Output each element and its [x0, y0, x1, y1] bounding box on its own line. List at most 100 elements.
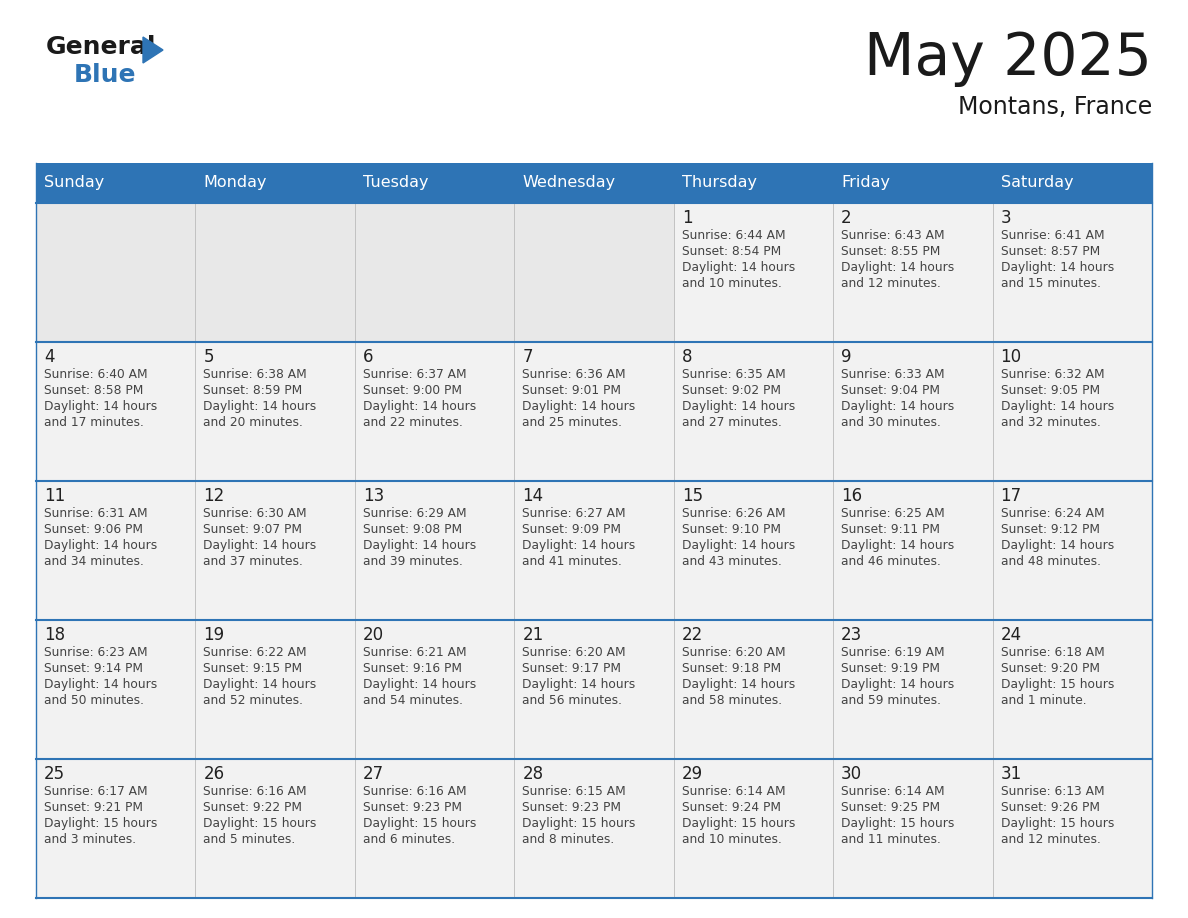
Text: 22: 22: [682, 626, 703, 644]
Text: Sunrise: 6:19 AM: Sunrise: 6:19 AM: [841, 646, 944, 659]
Text: Sunrise: 6:32 AM: Sunrise: 6:32 AM: [1000, 368, 1104, 381]
Bar: [514, 759, 674, 898]
Text: 13: 13: [362, 487, 384, 505]
Text: Daylight: 14 hours: Daylight: 14 hours: [523, 539, 636, 552]
Bar: [514, 481, 674, 620]
Text: Daylight: 14 hours: Daylight: 14 hours: [203, 539, 317, 552]
Text: and 48 minutes.: and 48 minutes.: [1000, 555, 1100, 568]
Text: 12: 12: [203, 487, 225, 505]
Bar: [833, 203, 992, 342]
Text: Daylight: 14 hours: Daylight: 14 hours: [1000, 261, 1114, 274]
Text: Sunset: 8:59 PM: Sunset: 8:59 PM: [203, 384, 303, 397]
Text: 25: 25: [44, 765, 65, 783]
Text: and 32 minutes.: and 32 minutes.: [1000, 416, 1100, 429]
Text: Sunset: 9:19 PM: Sunset: 9:19 PM: [841, 662, 940, 675]
Text: Daylight: 15 hours: Daylight: 15 hours: [44, 817, 157, 830]
Text: Daylight: 14 hours: Daylight: 14 hours: [682, 539, 795, 552]
Text: 11: 11: [44, 487, 65, 505]
Text: Sunrise: 6:17 AM: Sunrise: 6:17 AM: [44, 785, 147, 798]
Text: 20: 20: [362, 626, 384, 644]
Bar: [992, 342, 1152, 481]
Bar: [36, 481, 196, 620]
Text: Sunset: 9:06 PM: Sunset: 9:06 PM: [44, 523, 143, 536]
Text: 29: 29: [682, 765, 703, 783]
Text: Sunrise: 6:16 AM: Sunrise: 6:16 AM: [203, 785, 307, 798]
Bar: [355, 342, 514, 481]
Text: Sunrise: 6:36 AM: Sunrise: 6:36 AM: [523, 368, 626, 381]
Text: Sunset: 9:02 PM: Sunset: 9:02 PM: [682, 384, 781, 397]
Text: Sunrise: 6:41 AM: Sunrise: 6:41 AM: [1000, 229, 1104, 242]
Text: Daylight: 14 hours: Daylight: 14 hours: [841, 261, 954, 274]
Text: Sunset: 9:04 PM: Sunset: 9:04 PM: [841, 384, 940, 397]
Text: Sunset: 9:05 PM: Sunset: 9:05 PM: [1000, 384, 1100, 397]
Text: Sunset: 9:23 PM: Sunset: 9:23 PM: [362, 801, 462, 814]
Text: Daylight: 14 hours: Daylight: 14 hours: [841, 400, 954, 413]
Text: Sunrise: 6:14 AM: Sunrise: 6:14 AM: [682, 785, 785, 798]
Text: Daylight: 15 hours: Daylight: 15 hours: [682, 817, 795, 830]
Text: and 58 minutes.: and 58 minutes.: [682, 694, 782, 707]
Text: 1: 1: [682, 209, 693, 227]
Text: Sunset: 9:00 PM: Sunset: 9:00 PM: [362, 384, 462, 397]
Text: and 43 minutes.: and 43 minutes.: [682, 555, 782, 568]
Text: Daylight: 14 hours: Daylight: 14 hours: [362, 539, 476, 552]
Bar: [355, 481, 514, 620]
Bar: [833, 342, 992, 481]
Text: Sunset: 8:57 PM: Sunset: 8:57 PM: [1000, 245, 1100, 258]
Text: Sunrise: 6:35 AM: Sunrise: 6:35 AM: [682, 368, 785, 381]
Text: Sunset: 9:08 PM: Sunset: 9:08 PM: [362, 523, 462, 536]
Text: Sunrise: 6:38 AM: Sunrise: 6:38 AM: [203, 368, 308, 381]
Text: 27: 27: [362, 765, 384, 783]
Text: Sunset: 9:17 PM: Sunset: 9:17 PM: [523, 662, 621, 675]
Text: Sunrise: 6:16 AM: Sunrise: 6:16 AM: [362, 785, 467, 798]
Text: and 22 minutes.: and 22 minutes.: [362, 416, 463, 429]
Text: and 12 minutes.: and 12 minutes.: [841, 277, 941, 290]
Text: Sunset: 9:20 PM: Sunset: 9:20 PM: [1000, 662, 1100, 675]
Text: Sunrise: 6:26 AM: Sunrise: 6:26 AM: [682, 507, 785, 520]
Text: Sunrise: 6:30 AM: Sunrise: 6:30 AM: [203, 507, 307, 520]
Text: and 10 minutes.: and 10 minutes.: [682, 833, 782, 846]
Text: Daylight: 14 hours: Daylight: 14 hours: [682, 678, 795, 691]
Text: 10: 10: [1000, 348, 1022, 366]
Text: Daylight: 14 hours: Daylight: 14 hours: [44, 539, 157, 552]
Text: General: General: [46, 35, 157, 59]
Bar: [992, 481, 1152, 620]
Text: Daylight: 15 hours: Daylight: 15 hours: [1000, 678, 1114, 691]
Text: Daylight: 15 hours: Daylight: 15 hours: [523, 817, 636, 830]
Text: Daylight: 14 hours: Daylight: 14 hours: [1000, 400, 1114, 413]
Text: Sunset: 9:16 PM: Sunset: 9:16 PM: [362, 662, 462, 675]
Text: Daylight: 14 hours: Daylight: 14 hours: [362, 400, 476, 413]
Text: 24: 24: [1000, 626, 1022, 644]
Text: Daylight: 14 hours: Daylight: 14 hours: [1000, 539, 1114, 552]
Text: Sunset: 8:55 PM: Sunset: 8:55 PM: [841, 245, 941, 258]
Text: and 25 minutes.: and 25 minutes.: [523, 416, 623, 429]
Bar: [36, 759, 196, 898]
Text: Sunrise: 6:29 AM: Sunrise: 6:29 AM: [362, 507, 467, 520]
Text: Daylight: 14 hours: Daylight: 14 hours: [203, 400, 317, 413]
Bar: [674, 342, 833, 481]
Text: Thursday: Thursday: [682, 175, 757, 191]
Text: Saturday: Saturday: [1000, 175, 1073, 191]
Text: Sunrise: 6:14 AM: Sunrise: 6:14 AM: [841, 785, 944, 798]
Text: Daylight: 15 hours: Daylight: 15 hours: [203, 817, 317, 830]
Text: Sunset: 9:09 PM: Sunset: 9:09 PM: [523, 523, 621, 536]
Bar: [674, 481, 833, 620]
Text: Blue: Blue: [74, 63, 137, 87]
Text: Daylight: 14 hours: Daylight: 14 hours: [203, 678, 317, 691]
Text: 26: 26: [203, 765, 225, 783]
Text: and 20 minutes.: and 20 minutes.: [203, 416, 303, 429]
Text: Sunrise: 6:22 AM: Sunrise: 6:22 AM: [203, 646, 307, 659]
Text: 3: 3: [1000, 209, 1011, 227]
Text: Sunrise: 6:44 AM: Sunrise: 6:44 AM: [682, 229, 785, 242]
Text: 16: 16: [841, 487, 862, 505]
Text: Sunset: 9:18 PM: Sunset: 9:18 PM: [682, 662, 781, 675]
Text: and 30 minutes.: and 30 minutes.: [841, 416, 941, 429]
Text: and 41 minutes.: and 41 minutes.: [523, 555, 623, 568]
Text: 28: 28: [523, 765, 543, 783]
Text: and 6 minutes.: and 6 minutes.: [362, 833, 455, 846]
Text: and 3 minutes.: and 3 minutes.: [44, 833, 137, 846]
Text: Montans, France: Montans, France: [958, 95, 1152, 119]
Bar: [992, 759, 1152, 898]
Text: Sunrise: 6:25 AM: Sunrise: 6:25 AM: [841, 507, 944, 520]
Text: 7: 7: [523, 348, 532, 366]
Text: 31: 31: [1000, 765, 1022, 783]
